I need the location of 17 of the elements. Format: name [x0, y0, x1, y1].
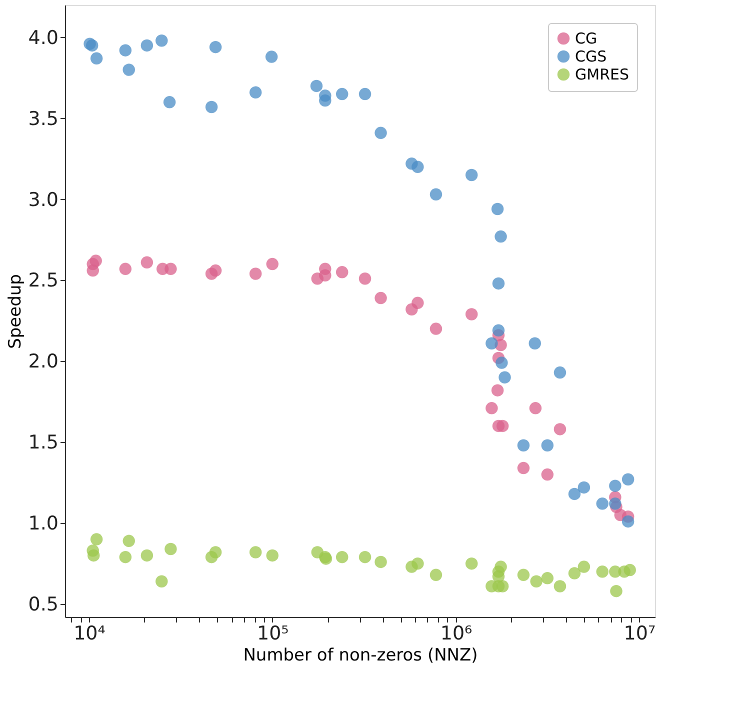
y-tick-label: 2.0	[28, 350, 58, 373]
y-axis-title: Speedup	[5, 274, 26, 349]
y-tick-label: 1.5	[28, 432, 58, 454]
x-tick-label: 10⁷	[624, 622, 656, 644]
x-tick-label: 10⁴	[74, 622, 106, 644]
legend-label: GMRES	[575, 66, 629, 84]
y-tick-label: 3.5	[28, 108, 58, 130]
y-tick-label: 4.0	[28, 26, 58, 49]
y-tick-label: 3.0	[28, 188, 58, 211]
x-tick-label: 10⁶	[440, 622, 472, 644]
x-axis-title: Number of non-zeros (NNZ)	[243, 646, 478, 666]
legend-label: CG	[575, 30, 598, 48]
y-tick-label: 1.0	[28, 512, 58, 535]
y-tick-label: 0.5	[28, 594, 58, 616]
x-tick-label: 10⁵	[256, 622, 289, 644]
legend-label: CGS	[575, 48, 607, 66]
y-tick-label: 2.5	[28, 270, 58, 292]
